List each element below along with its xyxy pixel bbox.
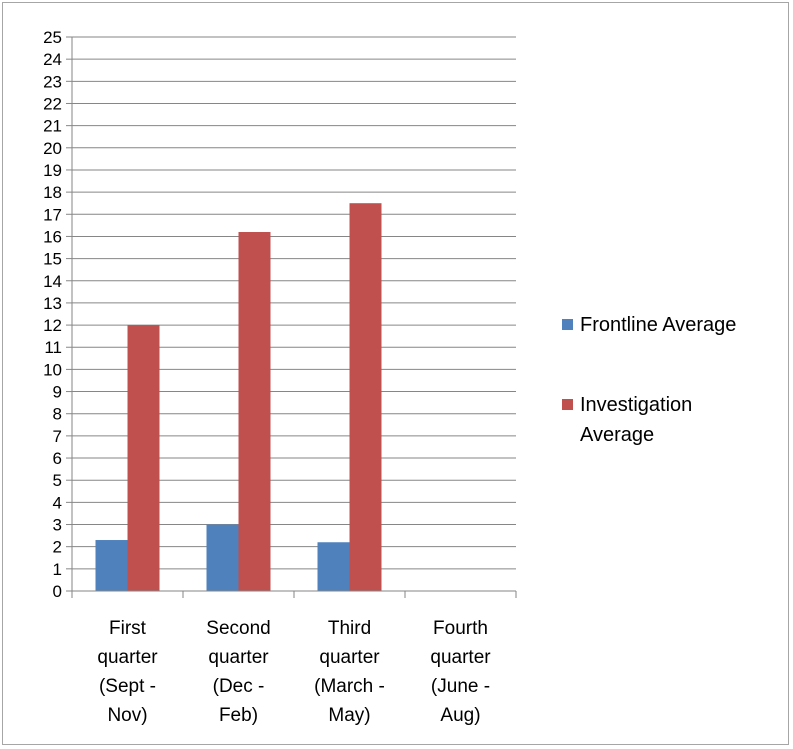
bar-frontline-average — [317, 542, 350, 591]
y-tick-label: 15 — [43, 250, 62, 269]
bar-investigation-average — [238, 232, 271, 591]
y-tick-label: 14 — [43, 272, 62, 291]
x-category-label: Fourth quarter (June -Aug) — [430, 618, 491, 726]
y-tick-label: 18 — [43, 183, 62, 202]
legend-swatch — [562, 319, 573, 330]
bar-frontline-average — [95, 540, 128, 591]
y-tick-label: 20 — [43, 139, 62, 158]
y-tick-label: 22 — [43, 94, 62, 113]
bar-investigation-average — [349, 203, 382, 591]
y-tick-label: 23 — [43, 72, 62, 91]
y-tick-label: 17 — [43, 205, 62, 224]
legend-swatch — [562, 399, 573, 410]
axes — [66, 36, 517, 598]
y-tick-label: 19 — [43, 161, 62, 180]
y-tick-label: 3 — [53, 516, 62, 535]
y-tick-label: 9 — [53, 383, 62, 402]
y-tick-label: 7 — [53, 427, 62, 446]
y-tick-label: 8 — [53, 405, 62, 424]
legend-entry-label: Investigation Average — [580, 394, 692, 446]
y-tick-label: 4 — [53, 493, 62, 512]
x-category-label: First quarter (Sept -Nov) — [97, 618, 158, 726]
y-tick-label: 0 — [53, 582, 62, 601]
y-tick-label: 24 — [43, 50, 62, 69]
legend: Frontline Average Investigation Average — [562, 314, 736, 446]
y-tick-label: 6 — [53, 449, 62, 468]
x-category-label: Third quarter (March -May) — [314, 618, 385, 726]
y-tick-label: 12 — [43, 316, 62, 335]
y-tick-label: 2 — [53, 538, 62, 557]
bars — [95, 203, 382, 591]
y-tick-label: 5 — [53, 471, 62, 490]
y-tick-label: 25 — [43, 28, 62, 47]
y-tick-label: 13 — [43, 294, 62, 313]
y-tick-label: 16 — [43, 227, 62, 246]
y-tick-label: 10 — [43, 360, 62, 379]
legend-entry-label: Frontline Average — [580, 314, 736, 336]
x-category-label: Second quarter (Dec -Feb) — [206, 618, 270, 726]
y-tick-label: 21 — [43, 117, 62, 136]
y-axis-tick-labels: 0123456789101112131415161718192021222324… — [43, 28, 62, 601]
bar-investigation-average — [127, 325, 160, 591]
bar-frontline-average — [206, 524, 239, 591]
y-tick-label: 1 — [53, 560, 62, 579]
y-tick-label: 11 — [44, 338, 62, 357]
x-axis-category-labels: First quarter (Sept -Nov) Second quarter (Dec… — [97, 618, 491, 726]
